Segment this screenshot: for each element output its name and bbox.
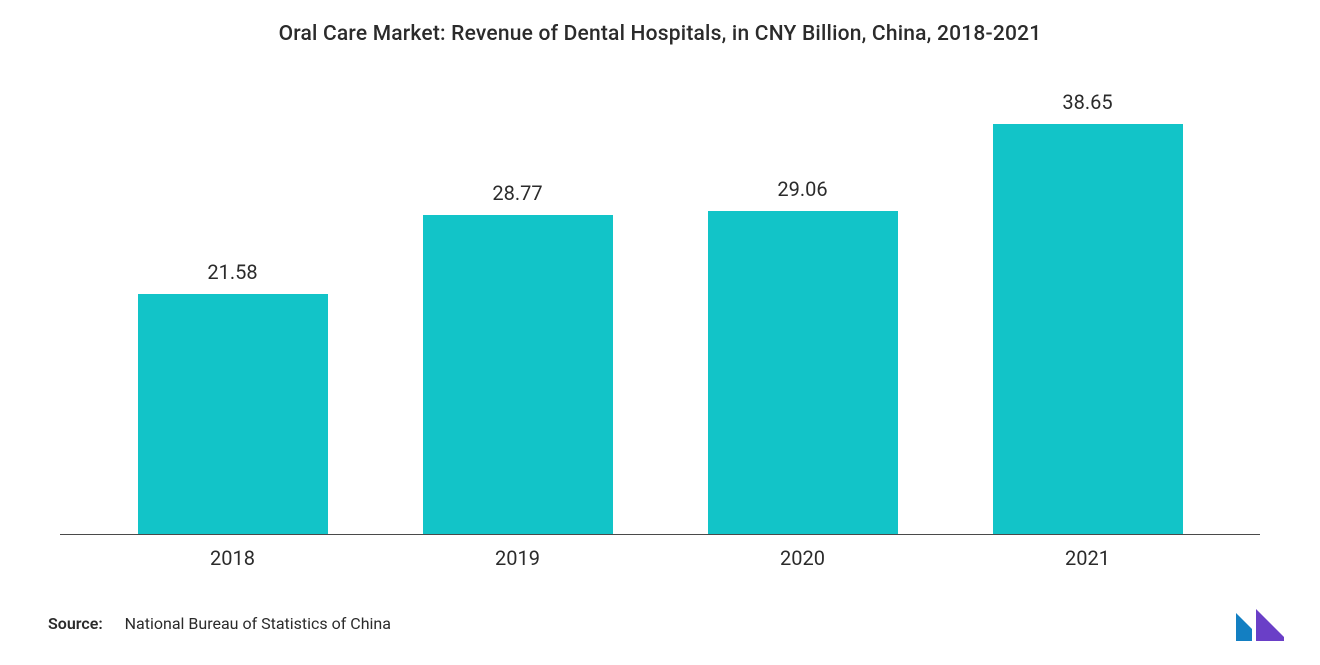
brand-logo bbox=[1234, 607, 1290, 643]
logo-left-shape bbox=[1236, 613, 1252, 641]
bar-slot: 21.582018 bbox=[90, 90, 375, 534]
bars-group: 21.58201828.77201929.06202038.652021 bbox=[60, 90, 1260, 534]
source-line: Source: National Bureau of Statistics of… bbox=[48, 614, 391, 633]
bar-rect bbox=[708, 211, 898, 534]
bar-value-label: 38.65 bbox=[1062, 90, 1112, 114]
bar-value-label: 21.58 bbox=[207, 260, 257, 284]
bar-value-label: 28.77 bbox=[492, 181, 542, 205]
bar-rect bbox=[138, 294, 328, 534]
logo-right-shape bbox=[1256, 609, 1284, 641]
x-axis-label: 2019 bbox=[375, 546, 660, 570]
source-key-label: Source: bbox=[48, 614, 103, 633]
x-axis-label: 2021 bbox=[945, 546, 1230, 570]
bar-slot: 38.652021 bbox=[945, 90, 1230, 534]
plot-area: 21.58201828.77201929.06202038.652021 bbox=[60, 90, 1260, 535]
source-value: National Bureau of Statistics of China bbox=[125, 614, 391, 633]
bar-rect bbox=[993, 124, 1183, 534]
chart-title: Oral Care Market: Revenue of Dental Hosp… bbox=[0, 0, 1320, 46]
x-axis-label: 2020 bbox=[660, 546, 945, 570]
bar-slot: 28.772019 bbox=[375, 90, 660, 534]
chart-container: Oral Care Market: Revenue of Dental Hosp… bbox=[0, 0, 1320, 665]
bar-rect bbox=[423, 215, 613, 534]
bar-value-label: 29.06 bbox=[777, 177, 827, 201]
x-axis-label: 2018 bbox=[90, 546, 375, 570]
bar-slot: 29.062020 bbox=[660, 90, 945, 534]
